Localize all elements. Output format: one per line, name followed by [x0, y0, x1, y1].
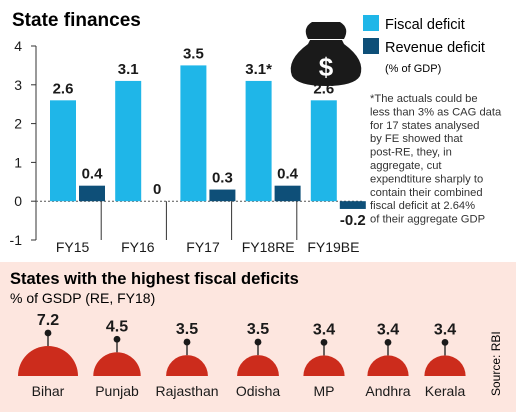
- legend-swatch-fiscal: [363, 15, 379, 31]
- svg-text:$: $: [319, 52, 334, 82]
- deficit-dome: [18, 346, 78, 376]
- dome-knob: [384, 338, 392, 346]
- dome-knob: [254, 338, 262, 346]
- data-label-fiscal: 3.1: [118, 61, 139, 78]
- legend-swatch-revenue: [363, 38, 379, 54]
- deficit-dome: [237, 355, 279, 376]
- y-tick-label: 2: [14, 116, 22, 132]
- source-note: Source: RBI: [489, 331, 503, 396]
- data-label-revenue: 0.4: [277, 166, 299, 183]
- dome-knob: [113, 335, 121, 343]
- data-label-fiscal: 2.6: [53, 80, 74, 97]
- y-tick-label: 0: [14, 193, 22, 209]
- dome-knob: [441, 338, 449, 346]
- bar-revenue-deficit: [339, 201, 366, 209]
- state-deficits-panel: [0, 262, 516, 412]
- plot-area: 2.6 0.4 FY15 3.1 0 FY16 3.5 0.3 FY17 3.1* 0.4 FY18R…: [36, 45, 366, 255]
- deficit-dome: [303, 355, 345, 376]
- x-tick-label: FY19BE: [307, 239, 359, 255]
- deficit-dome: [367, 355, 409, 376]
- state-label: Andhra: [365, 383, 410, 399]
- x-tick-label: FY16: [121, 239, 155, 255]
- data-label-revenue: 0.3: [212, 170, 233, 187]
- deficit-dome: [166, 355, 208, 376]
- chart-title: State finances: [12, 10, 141, 31]
- legend-label-revenue: Revenue deficit: [385, 40, 485, 56]
- data-label-fiscal: 2.6: [313, 80, 334, 97]
- state-deficits-subtitle: % of GSDP (RE, FY18): [10, 290, 155, 306]
- bar-revenue-deficit: [274, 185, 301, 202]
- y-axis: -1 0 1 2 3 4: [10, 38, 37, 248]
- legend-unit-note: (% of GDP): [385, 63, 441, 75]
- x-tick-label: FY18RE: [242, 239, 295, 255]
- deficit-dome: [93, 352, 141, 376]
- y-tick-label: -1: [10, 232, 23, 248]
- state-deficits-chart: 7.2 Bihar 4.5 Punjab 3.5 Rajasthan 3.5 Odisha 3.…: [18, 312, 466, 399]
- dome-value-label: 3.4: [313, 321, 335, 338]
- data-label-revenue: -0.2: [340, 212, 366, 229]
- x-tick-label: FY17: [186, 239, 220, 255]
- dome-value-label: 7.2: [37, 312, 59, 329]
- bar-fiscal-deficit: [180, 65, 207, 202]
- dome-value-label: 3.4: [377, 321, 399, 338]
- data-label-revenue: 0.4: [82, 166, 104, 183]
- bar-fiscal-deficit: [310, 100, 337, 202]
- x-tick-label: FY15: [56, 239, 90, 255]
- legend-label-fiscal: Fiscal deficit: [385, 17, 465, 33]
- dome-value-label: 4.5: [106, 318, 128, 335]
- money-bag-icon: $: [290, 22, 362, 86]
- dome-value-label: 3.4: [434, 321, 456, 338]
- data-label-revenue: 0: [153, 181, 161, 198]
- dome-value-label: 3.5: [176, 321, 198, 338]
- bar-revenue-deficit: [209, 189, 236, 202]
- state-label: Odisha: [236, 383, 281, 399]
- bar-fiscal-deficit: [50, 100, 76, 202]
- footnote: *The actuals could be less than 3% as CAG…: [370, 93, 502, 226]
- data-label-fiscal: 3.1*: [245, 61, 272, 78]
- y-tick-label: 4: [14, 38, 22, 54]
- state-deficits-title: States with the highest fiscal deficits: [10, 270, 299, 288]
- state-label: Bihar: [32, 383, 65, 399]
- state-label: MP: [314, 383, 335, 399]
- y-tick-label: 1: [14, 154, 22, 170]
- bar-fiscal-deficit: [115, 80, 142, 202]
- state-label: Punjab: [95, 383, 139, 399]
- bar-fiscal-deficit: [245, 80, 272, 202]
- state-label: Kerala: [425, 383, 466, 399]
- y-tick-label: 3: [14, 77, 22, 93]
- dome-knob: [320, 338, 328, 346]
- dome-value-label: 3.5: [247, 321, 269, 338]
- bar-revenue-deficit: [79, 185, 105, 202]
- dome-knob: [44, 329, 52, 337]
- state-label: Rajasthan: [155, 383, 218, 399]
- deficit-dome: [424, 355, 466, 376]
- data-label-fiscal: 3.5: [183, 45, 204, 62]
- dome-knob: [183, 338, 191, 346]
